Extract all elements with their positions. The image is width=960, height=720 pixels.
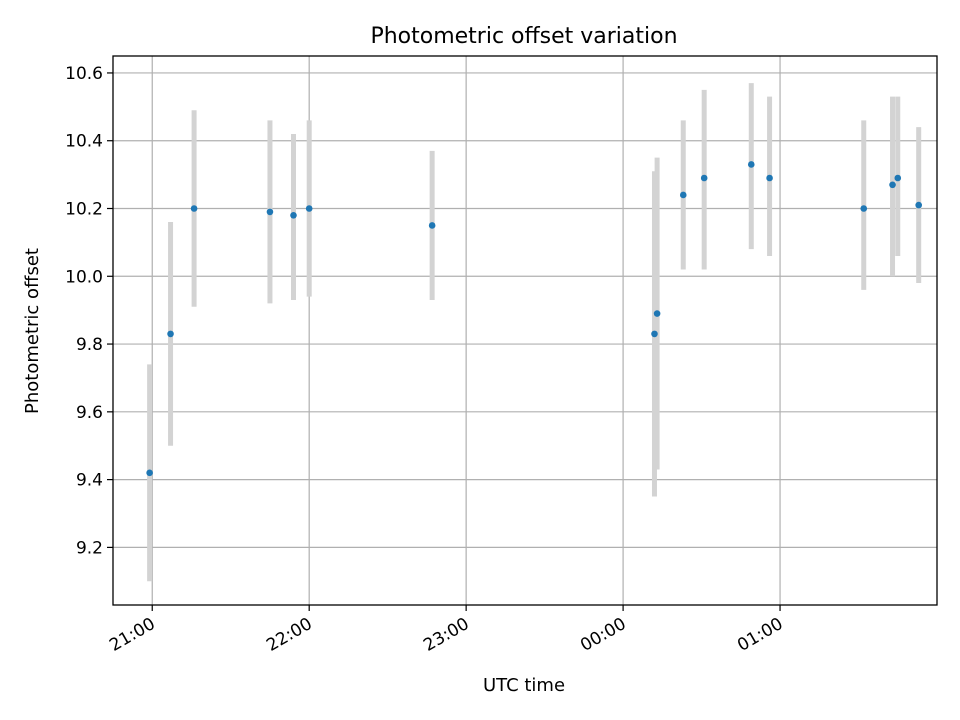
data-point: [894, 174, 902, 182]
data-point: [860, 205, 868, 212]
y-tick-label: 9.6: [76, 403, 103, 423]
x-tick-label: 23:00: [420, 614, 472, 656]
error-bars: [147, 83, 922, 582]
y-tick-label: 10.6: [65, 64, 103, 84]
data-point: [305, 205, 313, 212]
chart-title: Photometric offset variation: [370, 24, 677, 49]
x-tick-label: 01:00: [734, 614, 786, 656]
x-axis-label: UTC time: [483, 675, 565, 696]
x-tick-label: 00:00: [577, 614, 629, 656]
data-point: [915, 201, 922, 209]
y-tick-label: 10.2: [65, 200, 103, 220]
data-point: [266, 208, 274, 216]
y-axis-ticks: 9.2 9.4 9.6 9.8 10.0 10.2 10.4 10.6: [65, 64, 113, 558]
data-point: [747, 161, 755, 168]
data-point: [679, 191, 687, 199]
plot-frame: [112, 55, 938, 606]
y-tick-label: 10.0: [65, 267, 103, 287]
y-axis-label: Photometric offset: [22, 248, 43, 414]
data-point: [290, 211, 297, 219]
data-point: [190, 205, 198, 212]
x-tick-label: 22:00: [263, 614, 315, 656]
y-tick-label: 9.2: [76, 538, 103, 558]
data-point: [700, 174, 708, 182]
data-point: [889, 181, 896, 189]
x-tick-label: 21:00: [106, 614, 158, 656]
y-tick-label: 9.8: [76, 335, 103, 355]
y-tick-label: 10.4: [65, 132, 103, 152]
data-point: [653, 310, 661, 317]
data-point: [146, 469, 153, 477]
data-point: [766, 174, 773, 182]
data-point: [651, 330, 658, 338]
grid: [113, 56, 937, 605]
data-point: [428, 222, 436, 229]
y-tick-label: 9.4: [76, 471, 103, 491]
data-point: [167, 330, 174, 338]
x-axis-ticks: 21:00 22:00 23:00 00:00 01:00: [106, 605, 787, 656]
data-points: [146, 161, 922, 477]
